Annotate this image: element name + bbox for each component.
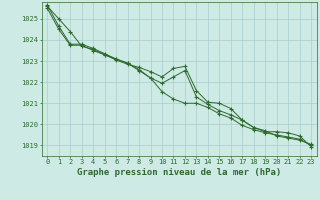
- X-axis label: Graphe pression niveau de la mer (hPa): Graphe pression niveau de la mer (hPa): [77, 168, 281, 177]
